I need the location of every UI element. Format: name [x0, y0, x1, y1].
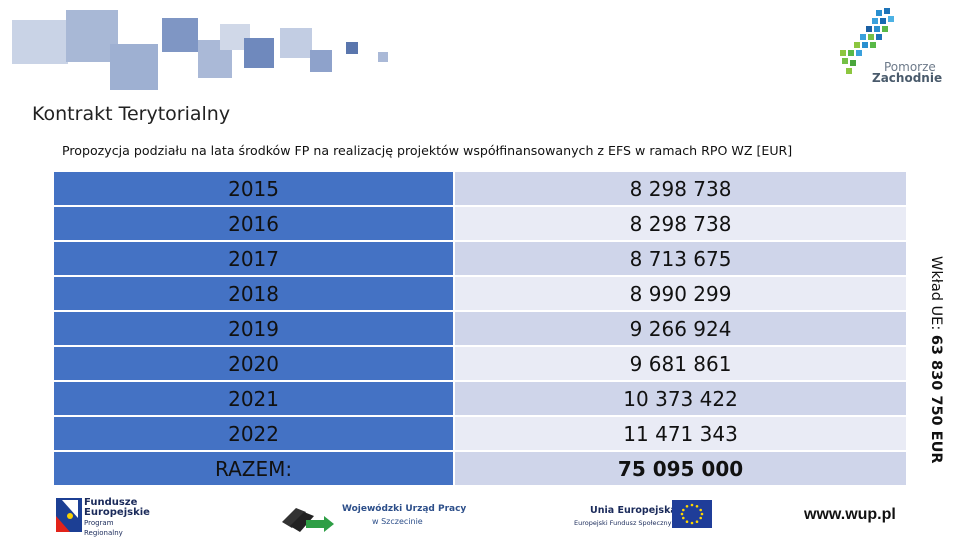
allocation-table: 2015 8 298 738 2016 8 298 738 2017 8 713…: [51, 170, 908, 487]
total-row: RAZEM: 75 095 000: [51, 450, 908, 487]
pomorze-zachodnie-emblem: [840, 8, 894, 74]
year-cell: 2022: [51, 415, 456, 452]
total-label: RAZEM:: [51, 450, 456, 487]
amount-cell: 8 298 738: [453, 205, 908, 242]
eu-flag-icon: [672, 500, 712, 528]
year-cell: 2015: [51, 170, 456, 207]
ue-line1: Unia Europejska: [590, 505, 677, 516]
fe-text: Fundusze Europejskie Program Regionalny: [84, 498, 152, 538]
amount-cell: 8 298 738: [453, 170, 908, 207]
logo-text-zachodnie: Zachodnie: [872, 71, 943, 85]
total-value: 75 095 000: [453, 450, 908, 487]
fe-line1: Fundusze: [84, 497, 138, 508]
eu-contribution-note: Wkład UE: 63 830 750 EUR: [920, 256, 944, 476]
unia-europejska-logo: Unia Europejska Europejski Fundusz Społe…: [568, 498, 718, 534]
fe-line3: Program Regionalny: [84, 519, 123, 537]
year-cell: 2021: [51, 380, 456, 417]
footer: Fundusze Europejskie Program Regionalny …: [0, 490, 960, 540]
year-cell: 2019: [51, 310, 456, 347]
year-cell: 2016: [51, 205, 456, 242]
website-link[interactable]: www.wup.pl: [804, 506, 896, 523]
table-row: 2021 10 373 422: [51, 380, 908, 417]
amount-cell: 10 373 422: [453, 380, 908, 417]
ue-line2: Europejski Fundusz Społeczny: [574, 519, 672, 527]
amount-cell: 9 681 861: [453, 345, 908, 382]
wup-emblem-icon: [282, 508, 334, 532]
fe-line2: Europejskie: [84, 507, 150, 518]
table-row: 2016 8 298 738: [51, 205, 908, 242]
eu-contribution-amount: 63 830 750 EUR: [928, 334, 944, 464]
pomorze-zachodnie-logo: Pomorze Zachodnie: [836, 4, 946, 85]
logo-text-pomorze: Pomorze: [884, 60, 936, 74]
page-title: Kontrakt Terytorialny: [32, 103, 231, 125]
amount-cell: 9 266 924: [453, 310, 908, 347]
amount-cell: 8 990 299: [453, 275, 908, 312]
table-row: 2020 9 681 861: [51, 345, 908, 382]
page-subtitle: Propozycja podziału na lata środków FP n…: [62, 143, 793, 158]
table-row: 2019 9 266 924: [51, 310, 908, 347]
table-row: 2017 8 713 675: [51, 240, 908, 277]
wup-logo: Wojewódzki Urząd Pracy w Szczecinie: [276, 498, 466, 534]
eu-contribution-label: Wkład UE:: [928, 256, 944, 335]
table-row: 2015 8 298 738: [51, 170, 908, 207]
fundusze-europejskie-logo: Fundusze Europejskie Program Regionalny: [52, 492, 152, 538]
year-cell: 2017: [51, 240, 456, 277]
amount-cell: 11 471 343: [453, 415, 908, 452]
amount-cell: 8 713 675: [453, 240, 908, 277]
table-row: 2022 11 471 343: [51, 415, 908, 452]
wup-line2: w Szczecinie: [372, 517, 423, 526]
fe-emblem-icon: [56, 498, 82, 532]
year-cell: 2020: [51, 345, 456, 382]
wup-line1: Wojewódzki Urząd Pracy: [342, 504, 467, 514]
year-cell: 2018: [51, 275, 456, 312]
table-row: 2018 8 990 299: [51, 275, 908, 312]
